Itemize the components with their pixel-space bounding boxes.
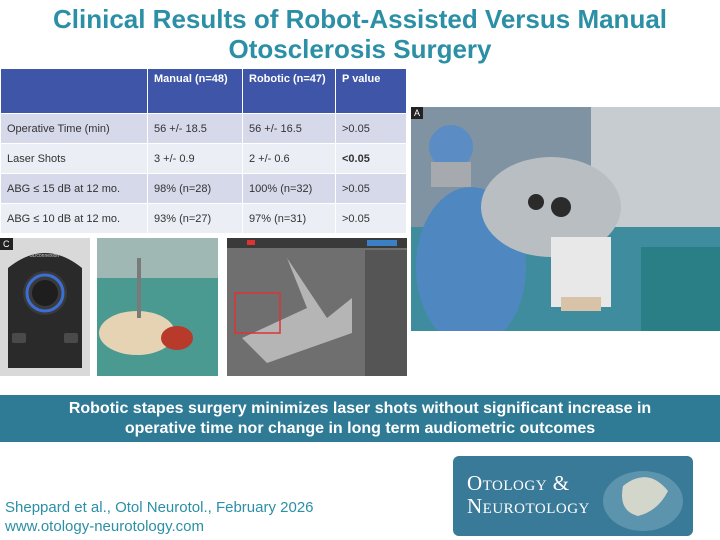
results-table: Manual (n=48) Robotic (n=47) P value Ope… bbox=[0, 68, 407, 234]
table-cell: >0.05 bbox=[335, 173, 407, 204]
conclusion-banner: Robotic stapes surgery minimizes laser s… bbox=[0, 395, 720, 442]
table-cell: ABG ≤ 15 dB at 12 mo. bbox=[0, 173, 148, 204]
table-row: ABG ≤ 10 dB at 12 mo. 93% (n=27) 97% (n=… bbox=[0, 203, 407, 234]
navigation-software-screenshot bbox=[227, 238, 407, 376]
title-line-2: Otosclerosis Surgery bbox=[228, 34, 492, 64]
table-cell: ABG ≤ 10 dB at 12 mo. bbox=[0, 203, 148, 234]
table-row: Laser Shots 3 +/- 0.9 2 +/- 0.6 <0.05 bbox=[0, 143, 407, 174]
journal-name-line-2: Neurotology bbox=[467, 494, 590, 518]
table-cell: Operative Time (min) bbox=[0, 113, 148, 144]
operating-room-photo: A bbox=[411, 107, 720, 331]
journal-name-line-1: Otology & bbox=[467, 471, 570, 495]
table-cell: 2 +/- 0.6 bbox=[242, 143, 336, 174]
navigation-software-illustration bbox=[227, 238, 407, 376]
table-cell: 56 +/- 16.5 bbox=[242, 113, 336, 144]
table-cell: 93% (n=27) bbox=[147, 203, 243, 234]
citation: Sheppard et al., Otol Neurotol., Februar… bbox=[5, 498, 314, 536]
page-title: Clinical Results of Robot-Assisted Versu… bbox=[0, 4, 720, 64]
journal-logo: Otology & Neurotology bbox=[453, 456, 693, 536]
table-cell: 97% (n=31) bbox=[242, 203, 336, 234]
table-cell: 98% (n=28) bbox=[147, 173, 243, 204]
citation-website[interactable]: www.otology-neurotology.com bbox=[5, 518, 204, 535]
table-header-cell: P value bbox=[335, 68, 407, 114]
journal-name: Otology & Neurotology bbox=[467, 472, 590, 518]
table-cell: 100% (n=32) bbox=[242, 173, 336, 204]
table-cell: >0.05 bbox=[335, 203, 407, 234]
surgical-hands-photo bbox=[97, 238, 218, 376]
panel-label-c: C bbox=[0, 238, 13, 250]
table-cell: 3 +/- 0.9 bbox=[147, 143, 243, 174]
citation-reference: Sheppard et al., Otol Neurotol., Februar… bbox=[5, 499, 314, 516]
table-row: ABG ≤ 15 dB at 12 mo. 98% (n=28) 100% (n… bbox=[0, 173, 407, 204]
table-cell: <0.05 bbox=[335, 143, 407, 174]
table-cell: Laser Shots bbox=[0, 143, 148, 174]
operating-room-illustration bbox=[411, 107, 720, 331]
title-line-1: Clinical Results of Robot-Assisted Versu… bbox=[52, 4, 668, 34]
banner-line-1: Robotic stapes surgery minimizes laser s… bbox=[68, 399, 652, 417]
controller-illustration bbox=[0, 238, 90, 376]
table-header-cell bbox=[0, 68, 148, 114]
banner-line-2: operative time nor change in long term a… bbox=[124, 419, 596, 437]
surgical-hands-illustration bbox=[97, 238, 218, 376]
table-cell: >0.05 bbox=[335, 113, 407, 144]
table-cell: 56 +/- 18.5 bbox=[147, 113, 243, 144]
journal-logo-art bbox=[603, 471, 683, 531]
controller-photo: C 3Dconnexion bbox=[0, 238, 90, 376]
table-header-cell: Robotic (n=47) bbox=[242, 68, 336, 114]
table-header-row: Manual (n=48) Robotic (n=47) P value bbox=[0, 68, 407, 114]
controller-brand: 3Dconnexion bbox=[30, 253, 60, 259]
table-header-cell: Manual (n=48) bbox=[147, 68, 243, 114]
panel-label-a: A bbox=[411, 107, 424, 119]
table-row: Operative Time (min) 56 +/- 18.5 56 +/- … bbox=[0, 113, 407, 144]
